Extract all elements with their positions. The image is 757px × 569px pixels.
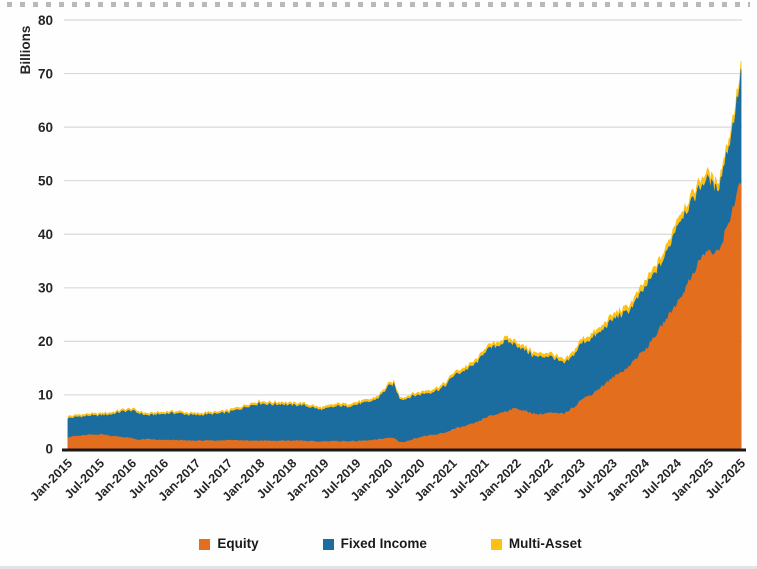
legend-item-equity: Equity xyxy=(199,536,259,552)
area-equity xyxy=(67,182,742,449)
y-axis-tick-label: 70 xyxy=(38,66,53,81)
legend-label: Equity xyxy=(217,536,259,552)
bottom-edge xyxy=(0,566,757,569)
legend-swatch-icon xyxy=(490,538,502,550)
y-axis-labels: 0 10 20 30 40 50 60 70 80 xyxy=(38,13,53,456)
y-axis-tick-label: 80 xyxy=(38,13,53,28)
chart-legend: Equity Fixed Income Multi-Asset xyxy=(12,531,757,557)
area-multi-asset xyxy=(67,60,742,449)
y-axis-tick-label: 20 xyxy=(38,334,53,349)
y-axis-tick-label: 60 xyxy=(38,120,53,135)
y-axis-tick-label: 30 xyxy=(38,281,53,296)
area-series xyxy=(67,60,742,449)
legend-label: Fixed Income xyxy=(340,536,427,552)
y-axis-tick-label: 50 xyxy=(38,173,53,188)
top-dashed-border xyxy=(7,2,750,7)
y-axis-title: Billions xyxy=(18,26,33,75)
legend-swatch-icon xyxy=(199,538,211,550)
legend-item-fixed-income: Fixed Income xyxy=(322,536,427,552)
y-axis-tick-label: 40 xyxy=(38,227,53,242)
legend-item-multi-asset: Multi-Asset xyxy=(490,536,582,552)
y-axis-tick-label: 0 xyxy=(45,441,53,456)
stacked-area-chart: 0 10 20 30 40 50 60 70 80 Jan-2015Jul-2015Jan-20… xyxy=(18,13,748,504)
x-axis-labels: Jan-2015Jul-2015Jan-2016Jul-2016Jan-2017… xyxy=(27,456,748,504)
y-axis-tick-label: 10 xyxy=(38,388,53,403)
legend-swatch-icon xyxy=(322,538,334,550)
legend-label: Multi-Asset xyxy=(508,536,582,552)
